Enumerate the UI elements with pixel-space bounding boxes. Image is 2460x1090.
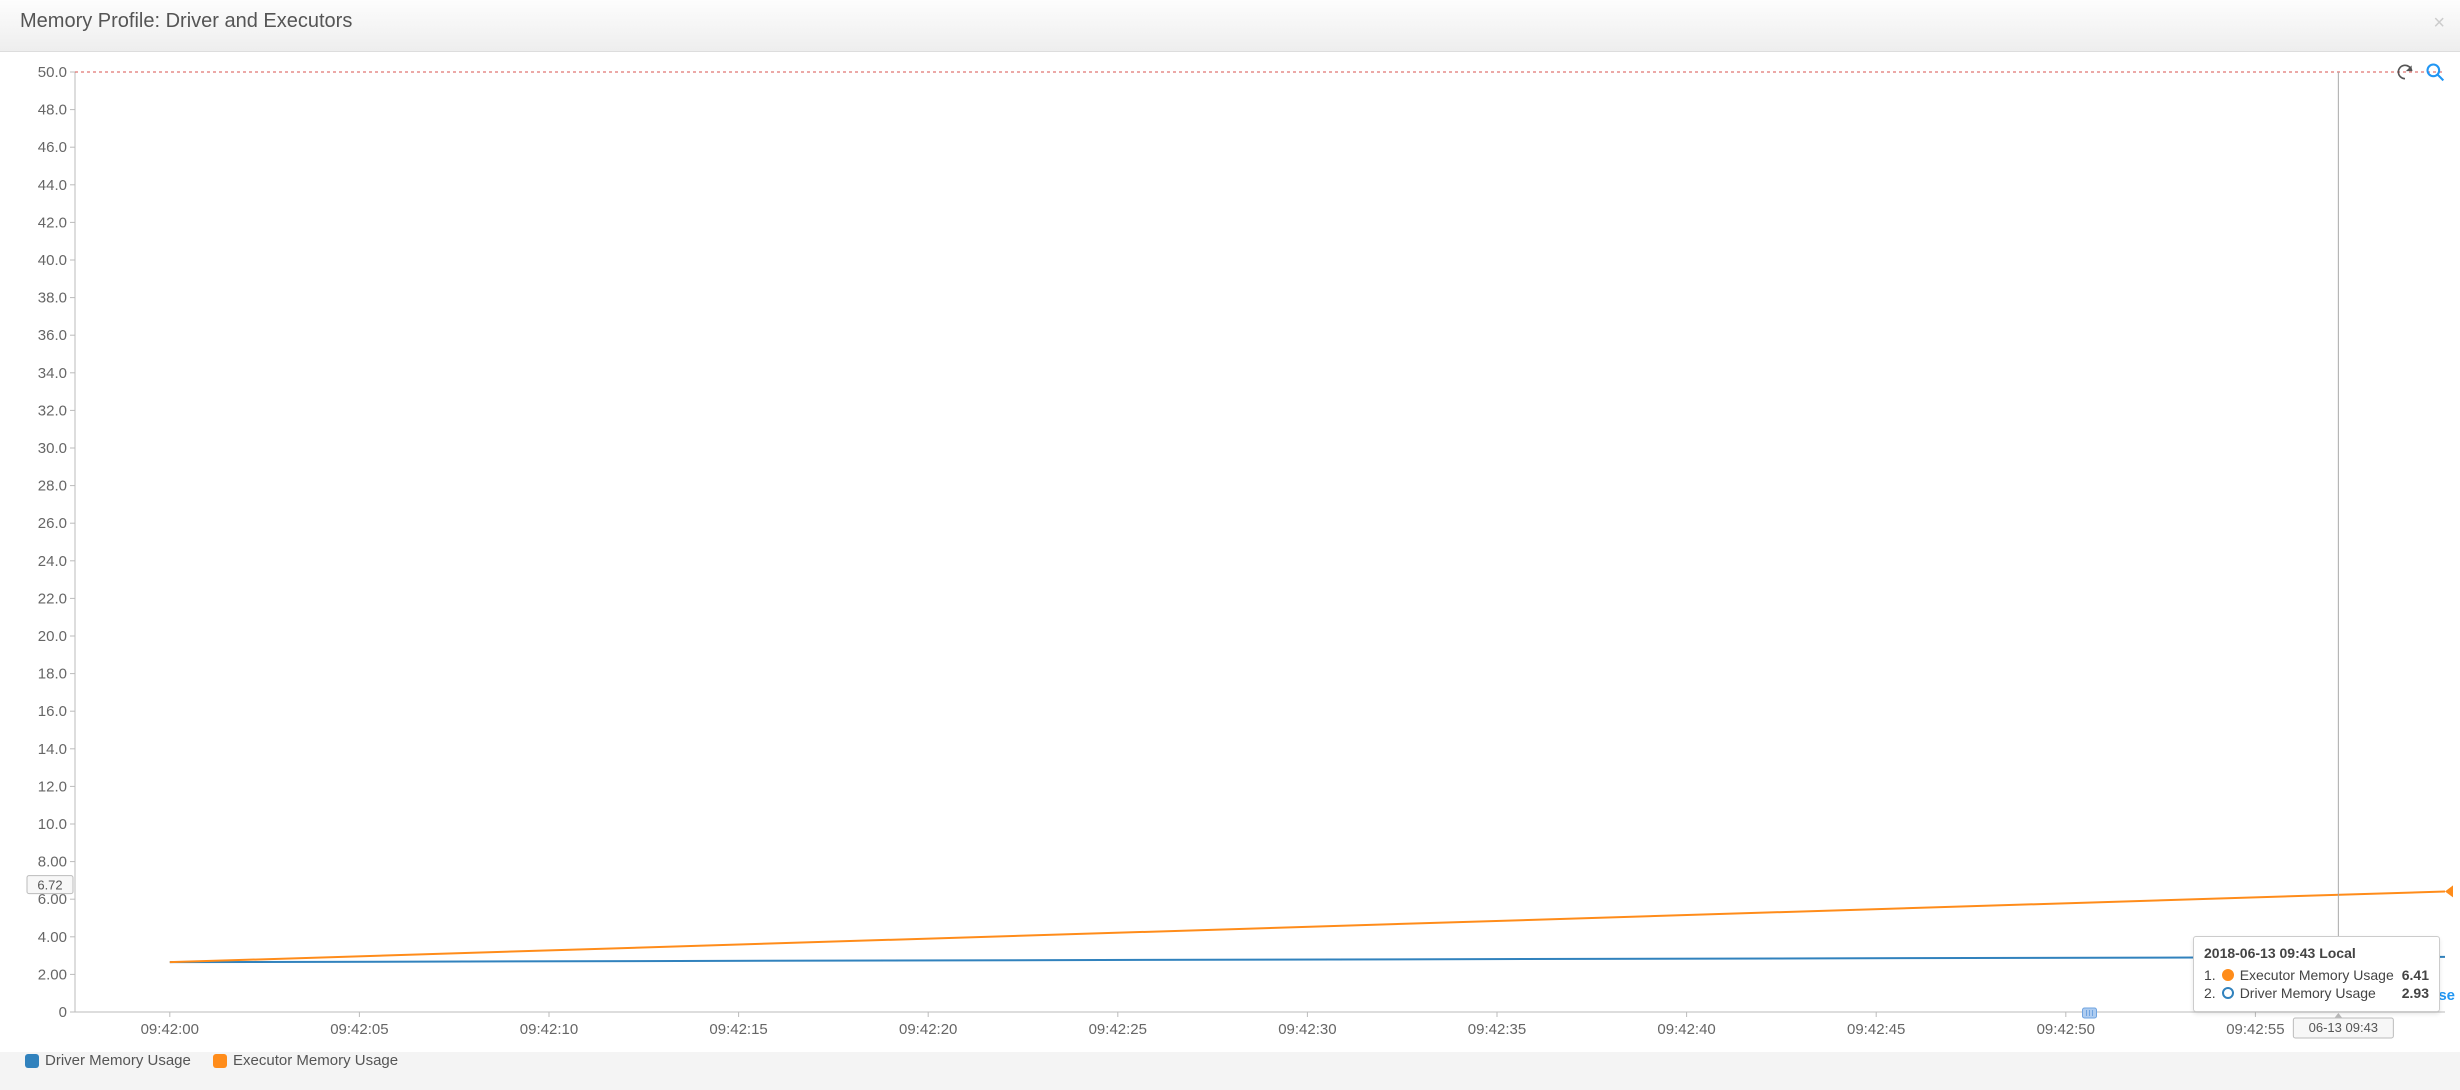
chart-container: 02.004.006.008.0010.012.014.016.018.020.… [0, 52, 2460, 1052]
svg-text:8.00: 8.00 [38, 854, 67, 871]
svg-text:22.0: 22.0 [38, 590, 67, 607]
svg-text:09:42:25: 09:42:25 [1089, 1021, 1147, 1038]
svg-text:32.0: 32.0 [38, 402, 67, 419]
legend-item-executor[interactable]: Executor Memory Usage [213, 1052, 398, 1069]
circle-marker-icon [2222, 969, 2234, 981]
tooltip-value: 2.93 [2402, 985, 2429, 1001]
tooltip-label: Executor Memory Usage [2240, 967, 2394, 983]
svg-text:09:42:35: 09:42:35 [1468, 1021, 1526, 1038]
svg-text:0: 0 [59, 1004, 67, 1021]
svg-text:09:42:20: 09:42:20 [899, 1021, 957, 1038]
chart-legend: Driver Memory Usage Executor Memory Usag… [25, 1052, 416, 1072]
zoom-icon[interactable] [2425, 62, 2445, 82]
panel-title: Memory Profile: Driver and Executors [20, 10, 352, 32]
svg-text:2.00: 2.00 [38, 966, 67, 983]
hover-tooltip: 2018-06-13 09:43 Local 1. Executor Memor… [2193, 936, 2440, 1012]
legend-swatch [213, 1054, 227, 1068]
legend-label: Executor Memory Usage [233, 1052, 398, 1069]
svg-text:50.0: 50.0 [38, 64, 67, 81]
refresh-icon[interactable] [2395, 62, 2415, 82]
svg-text:4.00: 4.00 [38, 929, 67, 946]
legend-label: Driver Memory Usage [45, 1052, 191, 1069]
svg-text:42.0: 42.0 [38, 214, 67, 231]
svg-text:26.0: 26.0 [38, 515, 67, 532]
svg-text:18.0: 18.0 [38, 666, 67, 683]
svg-text:6.72: 6.72 [37, 878, 62, 893]
svg-text:48.0: 48.0 [38, 102, 67, 119]
svg-text:09:42:30: 09:42:30 [1278, 1021, 1336, 1038]
svg-text:09:42:55: 09:42:55 [2226, 1021, 2284, 1038]
chart-toolbar [2395, 62, 2445, 82]
svg-text:36.0: 36.0 [38, 327, 67, 344]
svg-text:09:42:50: 09:42:50 [2037, 1021, 2095, 1038]
svg-text:44.0: 44.0 [38, 177, 67, 194]
svg-text:09:42:40: 09:42:40 [1657, 1021, 1715, 1038]
svg-text:24.0: 24.0 [38, 553, 67, 570]
legend-swatch [25, 1054, 39, 1068]
svg-text:30.0: 30.0 [38, 440, 67, 457]
svg-text:14.0: 14.0 [38, 741, 67, 758]
svg-text:12.0: 12.0 [38, 778, 67, 795]
tooltip-row: 1. Executor Memory Usage 6.41 [2204, 967, 2429, 983]
svg-text:20.0: 20.0 [38, 628, 67, 645]
tooltip-idx: 2. [2204, 985, 2216, 1001]
svg-text:09:42:00: 09:42:00 [141, 1021, 199, 1038]
tooltip-header: 2018-06-13 09:43 Local [2204, 945, 2429, 961]
memory-line-chart[interactable]: 02.004.006.008.0010.012.014.016.018.020.… [15, 62, 2455, 1052]
tooltip-label: Driver Memory Usage [2240, 985, 2376, 1001]
svg-text:09:42:10: 09:42:10 [520, 1021, 578, 1038]
svg-text:09:42:05: 09:42:05 [330, 1021, 388, 1038]
svg-text:09:42:15: 09:42:15 [709, 1021, 767, 1038]
svg-text:06-13 09:43: 06-13 09:43 [2309, 1020, 2378, 1035]
close-icon[interactable]: × [2433, 12, 2445, 35]
svg-text:46.0: 46.0 [38, 139, 67, 156]
circle-marker-icon [2222, 987, 2234, 999]
tooltip-row: 2. Driver Memory Usage 2.93 [2204, 985, 2429, 1001]
svg-text:10.0: 10.0 [38, 816, 67, 833]
svg-text:34.0: 34.0 [38, 365, 67, 382]
svg-text:16.0: 16.0 [38, 703, 67, 720]
svg-text:38.0: 38.0 [38, 290, 67, 307]
panel-header: Memory Profile: Driver and Executors × [0, 0, 2460, 52]
svg-text:09:42:45: 09:42:45 [1847, 1021, 1905, 1038]
tooltip-value: 6.41 [2402, 967, 2429, 983]
svg-text:40.0: 40.0 [38, 252, 67, 269]
svg-text:28.0: 28.0 [38, 478, 67, 495]
tooltip-idx: 1. [2204, 967, 2216, 983]
legend-item-driver[interactable]: Driver Memory Usage [25, 1052, 191, 1069]
